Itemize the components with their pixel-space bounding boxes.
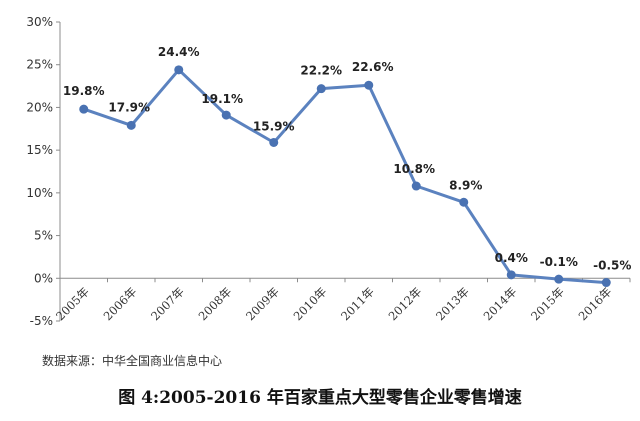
data-labels: 19.8%17.9% 24.4% 19.1% 15.9% 22.2% 22.6% 10.8%… (63, 45, 631, 273)
data-label: 22.2% (300, 64, 342, 78)
series-line-group (79, 65, 611, 288)
x-tick-label: 2016年 (576, 285, 615, 324)
data-point (554, 274, 564, 284)
series-line (83, 68, 607, 285)
data-label: 10.8% (393, 162, 435, 176)
data-point (411, 181, 421, 191)
y-tick-label: 15% (26, 143, 53, 157)
x-tick-label: 2011年 (338, 285, 377, 324)
x-tick-label: 2008年 (196, 285, 235, 324)
data-point (364, 80, 374, 90)
data-label: -0.5% (593, 259, 631, 273)
x-axis: 2005年 2006年 2007年 2008年 2009年 2010年 2011年 2012年… (53, 277, 631, 324)
data-label: 0.4% (495, 251, 528, 265)
x-tick-label: 2007年 (148, 285, 187, 324)
y-tick-label: 30% (26, 15, 53, 29)
y-axis: -5% 0% 5% 10% 15% 20% 25% 30% (26, 15, 61, 328)
data-label: 22.6% (352, 60, 394, 74)
x-tick-label: 2010年 (291, 285, 330, 324)
data-point (221, 110, 231, 120)
y-tick-label: 20% (26, 100, 53, 114)
y-tick-label: 5% (34, 229, 53, 243)
data-label: 8.9% (449, 178, 482, 192)
x-tick-label: 2005年 (53, 285, 92, 324)
y-tick-label: 10% (26, 186, 53, 200)
x-tick-label: 2009年 (243, 285, 282, 324)
data-label: 19.8% (63, 84, 105, 98)
x-tick-label: 2014年 (481, 285, 520, 324)
x-tick-label: 2015年 (528, 285, 567, 324)
data-point (506, 270, 516, 280)
line-chart: -5%0%5%10%15%20%25%30% 2005年 2006年 2007年 20… (26, 15, 631, 328)
data-label: 24.4% (158, 45, 200, 59)
y-tick-label: -5% (30, 314, 53, 328)
data-point (459, 197, 469, 207)
x-tick-label: 2006年 (101, 285, 140, 324)
y-tick-label: 25% (26, 58, 53, 72)
data-point (269, 137, 279, 147)
figure-caption: 图 4:2005-2016 年百家重点大型零售企业零售增速 (118, 388, 522, 408)
data-point (316, 84, 326, 94)
data-point (126, 120, 136, 130)
data-label: 17.9% (108, 100, 150, 114)
data-label: 19.1% (201, 92, 243, 106)
data-label: 15.9% (253, 119, 295, 133)
data-point (601, 278, 611, 288)
data-point (79, 104, 89, 114)
source-note: 数据来源：中华全国商业信息中心 (42, 354, 223, 368)
data-label: -0.1% (540, 255, 578, 269)
y-tick-label: 0% (34, 271, 53, 285)
x-tick-label: 2012年 (386, 285, 425, 324)
data-point (174, 65, 184, 75)
x-tick-label: 2013年 (433, 285, 472, 324)
